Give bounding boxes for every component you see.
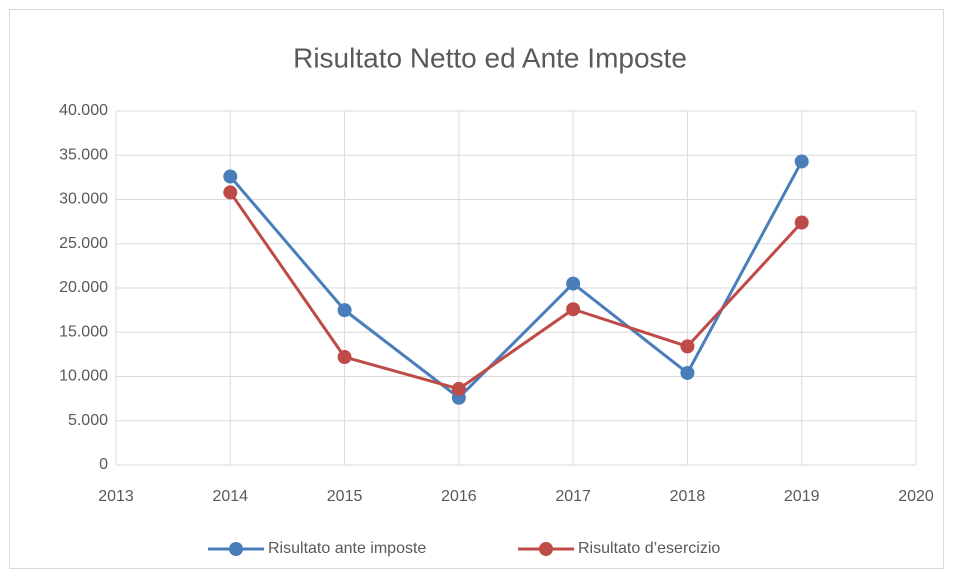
- y-tick-label: 30.000: [59, 191, 108, 208]
- legend-marker: [229, 542, 243, 556]
- y-tick-label: 25.000: [59, 235, 108, 252]
- data-point: [451, 381, 466, 396]
- chart-border: [9, 9, 944, 569]
- x-tick-label: 2015: [327, 488, 363, 505]
- legend-marker: [539, 542, 553, 556]
- x-tick-label: 2013: [98, 488, 134, 505]
- x-tick-label: 2019: [784, 488, 820, 505]
- data-point: [680, 339, 695, 354]
- x-tick-label: 2018: [670, 488, 706, 505]
- chart-title: Risultato Netto ed Ante Imposte: [293, 42, 687, 73]
- data-point: [223, 169, 238, 184]
- y-tick-label: 40.000: [59, 102, 108, 119]
- y-tick-label: 35.000: [59, 146, 108, 163]
- y-tick-label: 15.000: [59, 323, 108, 340]
- legend-label: Risultato d’esercizio: [578, 540, 720, 557]
- data-point: [337, 303, 352, 318]
- y-tick-label: 10.000: [59, 368, 108, 385]
- legend-label: Risultato ante imposte: [268, 540, 426, 557]
- data-point: [680, 365, 695, 380]
- series-line: [229, 160, 804, 400]
- data-point: [566, 276, 581, 291]
- data-point: [794, 154, 809, 169]
- y-tick-label: 0: [99, 456, 108, 473]
- y-tick-label: 5.000: [68, 412, 108, 429]
- x-tick-label: 2014: [212, 488, 248, 505]
- data-point: [794, 215, 809, 230]
- data-point: [223, 185, 238, 200]
- x-tick-label: 2017: [555, 488, 591, 505]
- series-line: [229, 191, 803, 391]
- y-tick-label: 20.000: [59, 279, 108, 296]
- x-tick-label: 2020: [898, 488, 934, 505]
- x-tick-label: 2016: [441, 488, 477, 505]
- data-point: [337, 350, 352, 365]
- data-point: [566, 302, 581, 317]
